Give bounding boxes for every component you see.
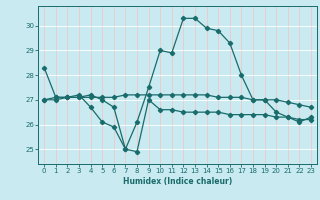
X-axis label: Humidex (Indice chaleur): Humidex (Indice chaleur) [123,177,232,186]
